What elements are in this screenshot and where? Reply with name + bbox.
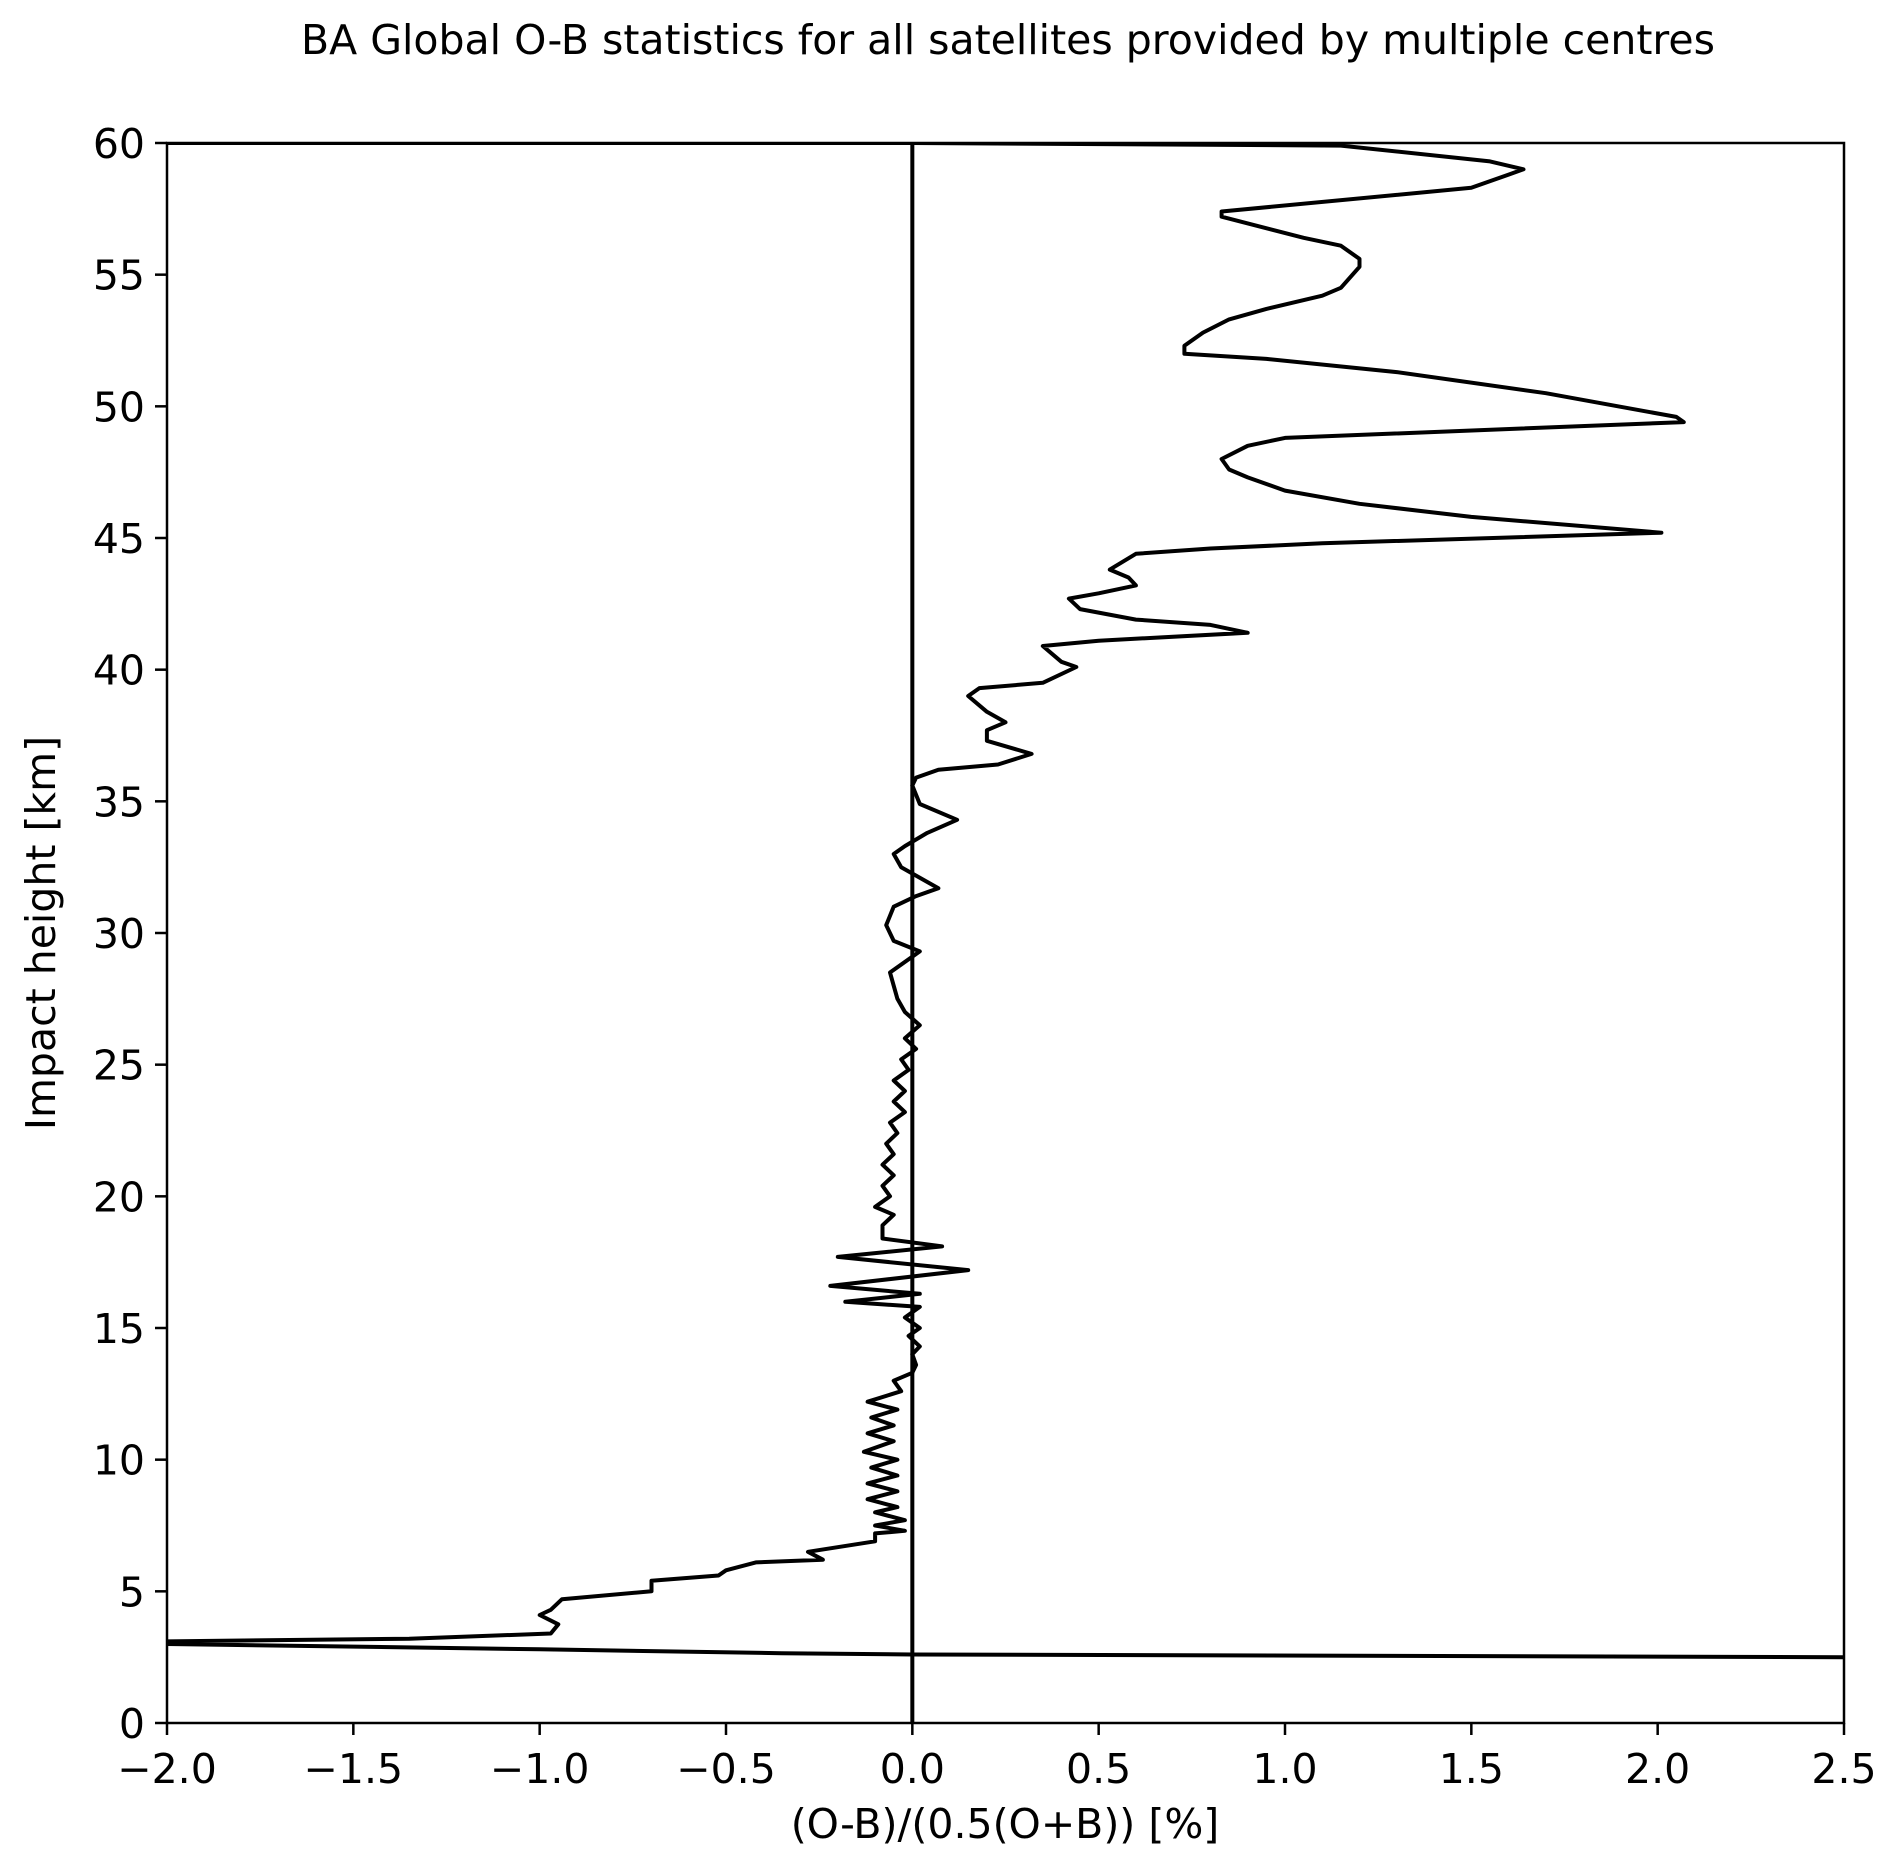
y-tick-label: 15 <box>93 1305 145 1353</box>
x-tick-label: 1.0 <box>1252 1745 1317 1793</box>
x-tick-label: 1.5 <box>1439 1745 1504 1793</box>
y-tick-label: 20 <box>93 1173 145 1221</box>
chart-title: BA Global O-B statistics for all satelli… <box>301 16 1715 64</box>
y-tick-label: 40 <box>93 647 145 695</box>
x-tick-label: 0.5 <box>1066 1745 1131 1793</box>
x-tick-label: −0.5 <box>676 1745 776 1793</box>
y-tick-label: 10 <box>93 1437 145 1485</box>
x-axis: −2.0 −1.5 −1.0 −0.5 0.0 0.5 1.0 1.5 2.0 2.5 <box>117 1723 1877 1793</box>
y-tick-label: 0 <box>119 1700 145 1748</box>
series-line <box>167 143 1844 1660</box>
y-axis: 0 5 10 15 20 25 30 35 40 45 50 55 60 <box>93 120 167 1748</box>
y-axis-label: Impact height [km] <box>17 736 65 1130</box>
y-tick-label: 25 <box>93 1042 145 1090</box>
x-tick-label: −1.5 <box>304 1745 404 1793</box>
y-tick-label: 55 <box>93 252 145 300</box>
y-tick-label: 35 <box>93 778 145 826</box>
y-tick-label: 60 <box>93 120 145 168</box>
y-tick-label: 30 <box>93 910 145 958</box>
x-tick-label: −1.0 <box>490 1745 590 1793</box>
y-tick-label: 45 <box>93 515 145 563</box>
y-tick-label: 50 <box>93 383 145 431</box>
x-tick-label: 0.0 <box>880 1745 945 1793</box>
x-tick-label: 2.5 <box>1811 1745 1876 1793</box>
x-tick-label: −2.0 <box>117 1745 217 1793</box>
x-axis-label: (O-B)/(0.5(O+B)) [%] <box>791 1800 1220 1848</box>
x-tick-label: 2.0 <box>1625 1745 1690 1793</box>
y-tick-label: 5 <box>119 1568 145 1616</box>
